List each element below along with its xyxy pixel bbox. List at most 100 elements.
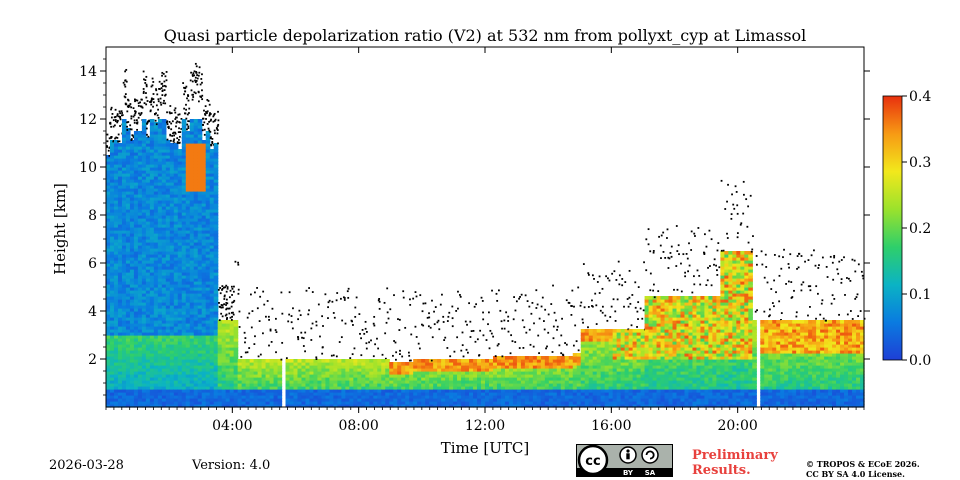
heatmap-cell (109, 278, 115, 282)
heatmap-cell (173, 251, 179, 255)
heatmap-cell (421, 371, 426, 375)
heatmap-cell (544, 365, 550, 369)
noise-speck (514, 309, 517, 312)
heatmap-cell (157, 257, 163, 261)
noise-speck (145, 83, 148, 86)
heatmap-cell (273, 395, 279, 399)
heatmap-cell (137, 377, 143, 381)
heatmap-cell (453, 386, 458, 390)
heatmap-cell (177, 257, 183, 261)
heatmap-cell (337, 401, 342, 405)
noise-speck (368, 341, 370, 344)
heatmap-cell (157, 347, 163, 351)
heatmap-cell (149, 347, 155, 351)
heatmap-cell (532, 374, 538, 378)
noise-speck (297, 318, 300, 321)
heatmap-cell (193, 176, 199, 180)
heatmap-cell (185, 323, 191, 327)
heatmap-cell (213, 293, 219, 297)
noise-speck (442, 315, 445, 318)
heatmap-cell (233, 404, 239, 408)
heatmap-cell (117, 173, 123, 177)
heatmap-cell (149, 218, 155, 222)
heatmap-cell (221, 323, 227, 327)
heatmap-cell (125, 191, 131, 195)
heatmap-cell (381, 389, 386, 393)
heatmap-cell (209, 362, 215, 366)
heatmap-cell (185, 263, 191, 267)
noise-speck (160, 83, 163, 85)
heatmap-cell (213, 188, 219, 192)
heatmap-cell (209, 344, 215, 348)
heatmap-cell (161, 119, 167, 123)
heatmap-cell (201, 320, 207, 324)
heatmap-cell (169, 308, 175, 312)
heatmap-cell (169, 269, 175, 273)
heatmap-cell (217, 380, 223, 384)
heatmap-cell (193, 383, 199, 387)
heatmap-cell (461, 371, 466, 375)
noise-speck (399, 349, 401, 352)
heatmap-cell (205, 263, 211, 267)
heatmap-cell (592, 335, 598, 339)
heatmap-cell (277, 362, 283, 366)
noise-speck (129, 124, 132, 127)
heatmap-cell (329, 380, 334, 384)
noise-speck (591, 299, 593, 302)
heatmap-cell (413, 404, 418, 408)
heatmap-cell (117, 182, 123, 186)
heatmap-cell (165, 314, 171, 318)
noise-speck (166, 121, 168, 124)
heatmap-cell (213, 344, 219, 348)
heatmap-cell (213, 197, 219, 201)
heatmap-cell (109, 347, 115, 351)
heatmap-cell (121, 308, 127, 312)
heatmap-cell (145, 371, 151, 375)
heatmap-cell (109, 248, 115, 252)
heatmap-cell (113, 146, 119, 150)
heatmap-cell (349, 362, 354, 366)
heatmap-cell (189, 326, 195, 330)
heatmap-cell (157, 170, 163, 174)
heatmap-cell (141, 212, 147, 216)
noise-speck (525, 331, 528, 334)
heatmap-cell (197, 203, 203, 207)
heatmap-cell (153, 395, 159, 399)
heatmap-cell (313, 392, 319, 396)
heatmap-cell (532, 398, 538, 402)
heatmap-cell (357, 404, 362, 408)
heatmap-cell (153, 308, 159, 312)
heatmap-cell (473, 404, 478, 408)
heatmap-cell (413, 386, 418, 390)
heatmap-cell (465, 374, 470, 378)
noise-speck (479, 329, 482, 332)
heatmap-cell (109, 323, 115, 327)
heatmap-cell (125, 263, 131, 267)
heatmap-cell (592, 371, 598, 375)
plot-area (106, 62, 866, 408)
heatmap-cell (157, 392, 163, 396)
heatmap-cell (177, 251, 183, 255)
heatmap-cell (121, 341, 127, 345)
heatmap-cell (313, 368, 319, 372)
noise-speck (315, 358, 318, 360)
heatmap-cell (169, 341, 175, 345)
heatmap-cell (213, 269, 219, 273)
heatmap-cell (229, 377, 235, 381)
heatmap-cell (496, 398, 502, 402)
noise-speck (462, 355, 465, 358)
heatmap-cell (129, 371, 135, 375)
heatmap-cell (485, 377, 490, 381)
heatmap-cell (121, 131, 127, 135)
heatmap-cell (181, 203, 187, 207)
heatmap-cell (137, 347, 143, 351)
heatmap-cell (201, 296, 207, 300)
heatmap-cell (213, 218, 219, 222)
heatmap-cell (401, 365, 406, 369)
heatmap-cell (165, 284, 171, 288)
heatmap-cell (129, 236, 135, 240)
heatmap-cell (185, 212, 191, 216)
heatmap-cell (341, 395, 346, 399)
heatmap-cell (133, 137, 139, 141)
noise-speck (373, 324, 376, 327)
